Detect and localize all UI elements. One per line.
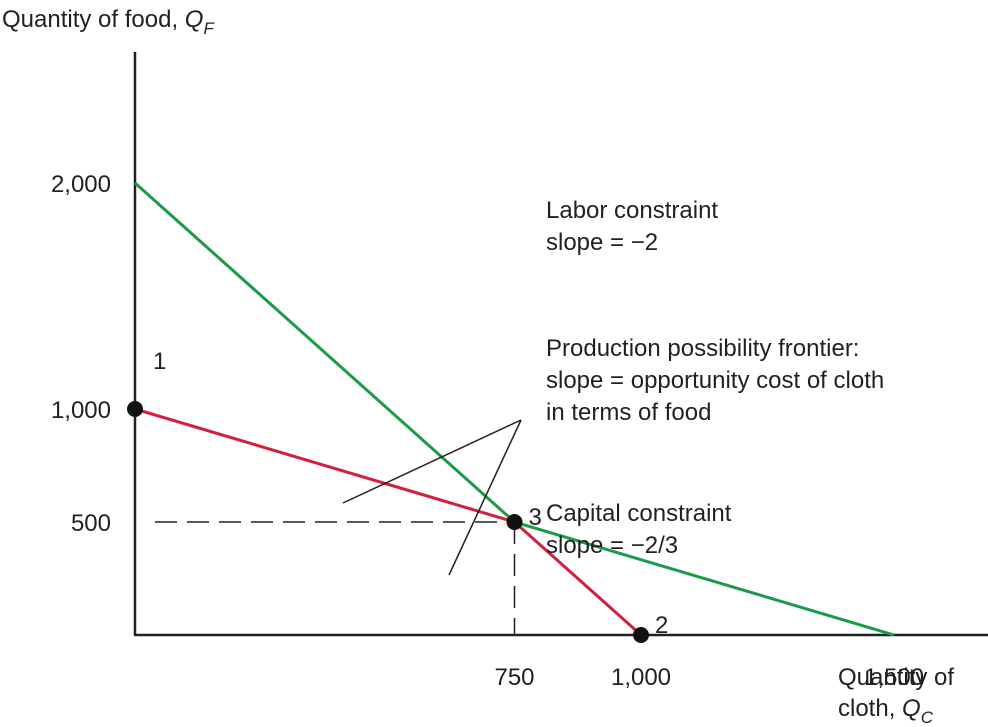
y-tick-label: 500 — [71, 510, 111, 537]
ppf-title-label: Production possibility frontier: — [546, 335, 859, 362]
x-tick-label: 1,500 — [864, 664, 924, 691]
labor-constraint-label: Labor constraint — [546, 197, 718, 224]
x-axis-title-line1: Quantity of — [838, 664, 954, 691]
point-1-label: 1 — [153, 348, 166, 375]
ppf-pointer-line-left — [342, 419, 522, 504]
y-tick-label: 2,000 — [51, 171, 111, 198]
y-tick-label: 1,000 — [51, 397, 111, 424]
point-1-marker — [127, 401, 143, 417]
point-3-marker — [506, 514, 523, 530]
x-tick-label: 1,000 — [611, 664, 671, 691]
point-3-label: 3 — [529, 504, 542, 531]
y-axis-title: Quantity of food, QF — [2, 6, 215, 38]
points: 1 3 2 — [127, 348, 668, 643]
ppf-slope-label: slope = opportunity cost of cloth — [546, 367, 884, 394]
capital-constraint-label: Capital constraint — [546, 500, 732, 527]
x-axis-title-line2: cloth, QC — [838, 695, 934, 727]
point-2-label: 2 — [655, 612, 668, 639]
labor-slope-label: slope = −2 — [546, 229, 658, 256]
x-tick-label: 750 — [494, 664, 534, 691]
ppf-pointer-line-right — [448, 419, 522, 576]
point-2-marker — [633, 627, 649, 643]
y-tick-labels: 2,000 1,000 500 — [51, 171, 111, 537]
x-tick-labels: 750 1,000 1,500 — [494, 664, 924, 691]
capital-slope-label: slope = −2/3 — [546, 532, 678, 559]
ppf-terms-label: in terms of food — [546, 399, 711, 426]
